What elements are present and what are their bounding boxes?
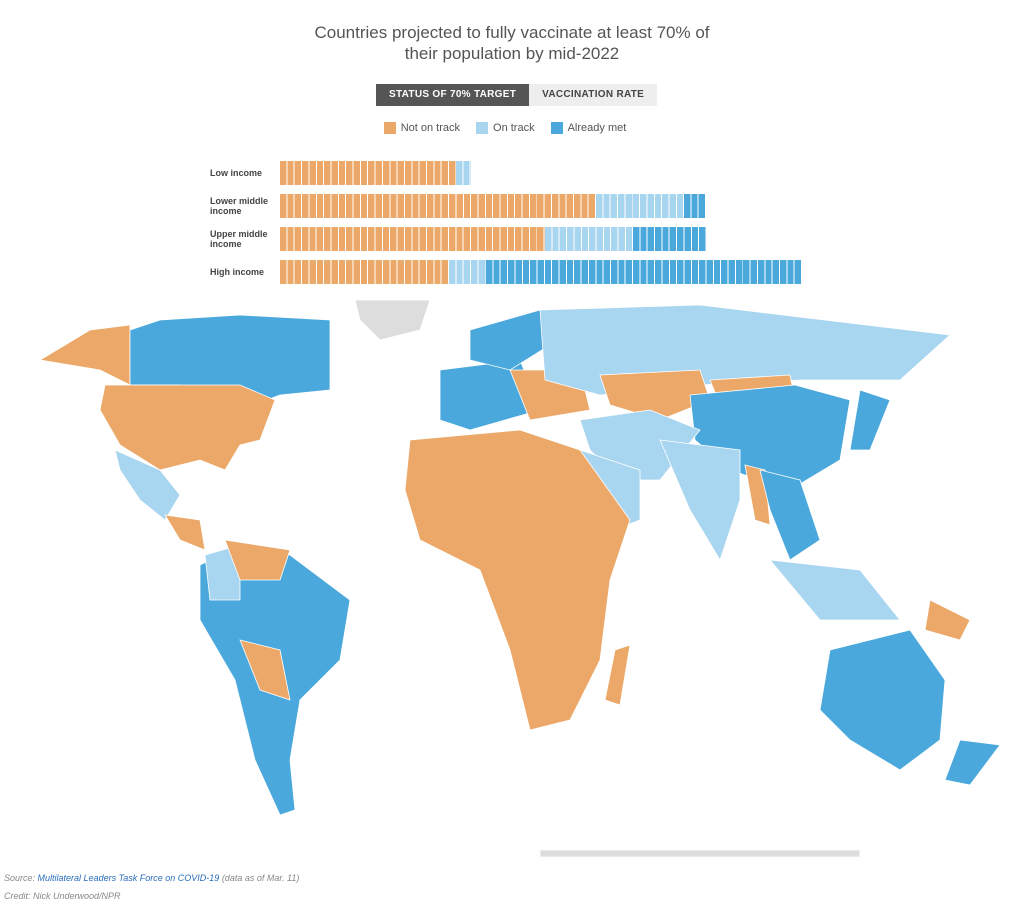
- source: Source: Multilateral Leaders Task Force …: [4, 869, 299, 905]
- legend-label: On track: [493, 122, 535, 134]
- source-note: (data as of Mar. 11): [221, 873, 300, 883]
- country-region: [659, 439, 741, 561]
- bar-segment: [280, 227, 545, 251]
- country-region: [99, 384, 276, 471]
- legend-entry: Not on track: [383, 122, 461, 134]
- country-region: [599, 369, 711, 421]
- source-link[interactable]: Multilateral Leaders Task Force on COVID…: [37, 873, 220, 883]
- country-region: [38, 324, 131, 386]
- bar-segment: [280, 260, 450, 284]
- bar-segment: [684, 194, 707, 218]
- legend-entry: Already met: [550, 122, 627, 134]
- bar-segment: [596, 194, 685, 218]
- country-region: [469, 309, 551, 371]
- bar-segment: [544, 227, 633, 251]
- country-region: [819, 629, 946, 771]
- country-region: [849, 389, 891, 451]
- country-region: [924, 599, 971, 641]
- country-region: [769, 559, 901, 621]
- country-region: [404, 429, 631, 731]
- bar-segment: [280, 194, 597, 218]
- country-region: [944, 739, 1001, 786]
- legend-label: Already met: [567, 122, 627, 134]
- country-region: [114, 449, 181, 521]
- tab-active[interactable]: STATUS OF 70% TARGET: [376, 84, 530, 106]
- category-label: Lower middle income: [210, 196, 269, 216]
- category-label: Upper middle income: [210, 229, 268, 249]
- legend-label: Not on track: [400, 122, 461, 134]
- country-region: [604, 644, 631, 706]
- tab-bar: STATUS OF 70% TARGET VACCINATION RATE: [376, 84, 658, 106]
- credit: Credit: Nick Underwood/NPR: [4, 891, 121, 901]
- bar-segment: [485, 260, 802, 284]
- chart-title: Countries projected to fully vaccinate a…: [314, 23, 710, 63]
- world-map: [38, 299, 1001, 858]
- country-region: [224, 539, 291, 581]
- legend-swatch: [476, 122, 489, 134]
- legend-swatch: [550, 122, 563, 134]
- bar-segment: [449, 260, 486, 284]
- bar-row: High income: [210, 260, 802, 284]
- category-label: High income: [210, 267, 265, 277]
- category-label: Low income: [210, 168, 263, 178]
- country-region: [539, 849, 861, 858]
- legend-entry: On track: [476, 122, 535, 134]
- bar-row: Lower middle income: [210, 194, 707, 218]
- bar-row: Upper middle income: [210, 227, 707, 251]
- country-region: [164, 514, 206, 551]
- country-region: [354, 299, 431, 341]
- bar-segment: [632, 227, 707, 251]
- country-region: [759, 469, 821, 561]
- source-label: Source:: [4, 873, 36, 883]
- country-region: [239, 639, 291, 701]
- legend-swatch: [383, 122, 396, 134]
- tab[interactable]: VACCINATION RATE: [529, 84, 658, 106]
- bar-row: Low income: [210, 161, 472, 185]
- bar-segment: [280, 161, 457, 185]
- bar-segment: [456, 161, 472, 185]
- legend: Not on track On track Already met: [0, 122, 1010, 134]
